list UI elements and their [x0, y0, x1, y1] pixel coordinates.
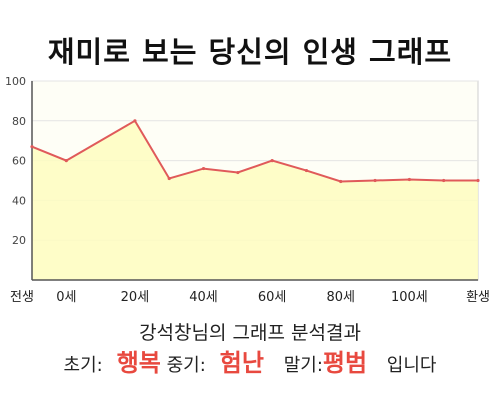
analysis-summary: 초기: 행복 중기: 험난 말기:평범 입니다	[0, 346, 500, 383]
early-value: 행복	[116, 349, 161, 377]
x-tick-label: 0세	[56, 290, 76, 305]
mid-value: 험난	[219, 349, 264, 377]
y-tick-label: 80	[12, 115, 26, 128]
y-tick-label: 100	[5, 75, 26, 88]
ending-text: 입니다	[386, 355, 437, 376]
data-points	[30, 119, 480, 184]
data-point	[167, 176, 171, 181]
data-point	[442, 178, 446, 183]
y-tick-label: 20	[12, 234, 26, 247]
y-tick-label: 60	[12, 155, 26, 168]
x-tick-label: 60세	[258, 290, 287, 305]
data-point	[476, 178, 480, 183]
data-point	[64, 159, 68, 163]
data-point	[304, 168, 309, 173]
chart-title: 재미로 보는 당신의 인생 그래프	[47, 35, 453, 69]
data-point	[133, 119, 137, 123]
data-point	[270, 159, 274, 163]
data-point	[236, 170, 240, 175]
late-value: 평범	[322, 349, 368, 377]
late-label: 말기:	[283, 355, 323, 376]
x-tick-label: 40세	[189, 290, 218, 305]
mid-label: 중기:	[166, 355, 206, 376]
x-axis-ticks: 전생 0세 20세 40세 60세 80세 100세 환생	[10, 290, 490, 305]
area-fill	[32, 120, 478, 280]
data-point	[30, 145, 34, 149]
data-point	[373, 178, 377, 183]
analysis-subtitle: 강석창님의 그래프 분석결과	[139, 322, 361, 344]
x-tick-label: 20세	[121, 290, 150, 305]
x-tick-label: 환생	[466, 290, 490, 305]
data-point	[407, 177, 411, 182]
x-tick-label: 100세	[391, 290, 428, 305]
y-axis-ticks: 100 80 60 40 20	[5, 75, 26, 247]
data-point	[339, 179, 343, 184]
y-tick-label: 40	[12, 194, 26, 207]
x-tick-label: 전생	[10, 290, 34, 305]
early-label: 초기:	[63, 355, 103, 376]
x-tick-label: 80세	[327, 290, 356, 305]
data-point	[201, 166, 206, 171]
